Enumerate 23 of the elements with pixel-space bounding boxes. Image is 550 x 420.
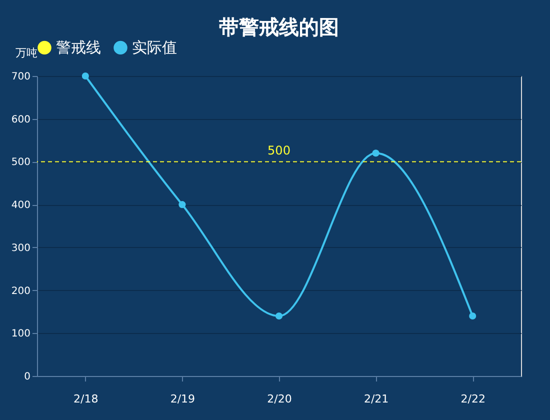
legend-label: 警戒线 [56, 38, 101, 57]
point [82, 72, 89, 80]
x-tick-label: 2/22 [460, 392, 486, 406]
y-tick-label: 300 [11, 242, 30, 254]
chart-title: 带警戒线的图 [219, 15, 339, 39]
y-tick-label: 500 [11, 157, 30, 168]
y-tick-label: 200 [11, 286, 30, 297]
point [372, 150, 380, 157]
point [178, 201, 186, 208]
x-tick-label: 2/21 [364, 392, 389, 406]
y-tick-label: 600 [11, 114, 30, 126]
point [275, 312, 283, 320]
x-tick-label: 2/20 [267, 392, 292, 406]
legend-label: 实际值 [132, 38, 177, 57]
y-tick-label: 100 [11, 328, 30, 340]
y-axis-title: 万吨 [16, 46, 38, 60]
y-tick-label: 700 [11, 72, 30, 82]
y-tick-label: 0 [24, 372, 30, 382]
annotation: 500 [268, 144, 290, 158]
point [469, 312, 476, 320]
x-tick-label: 2/18 [74, 392, 98, 406]
y-tick-label: 400 [11, 200, 30, 212]
x-tick-label: 2/19 [170, 392, 196, 406]
